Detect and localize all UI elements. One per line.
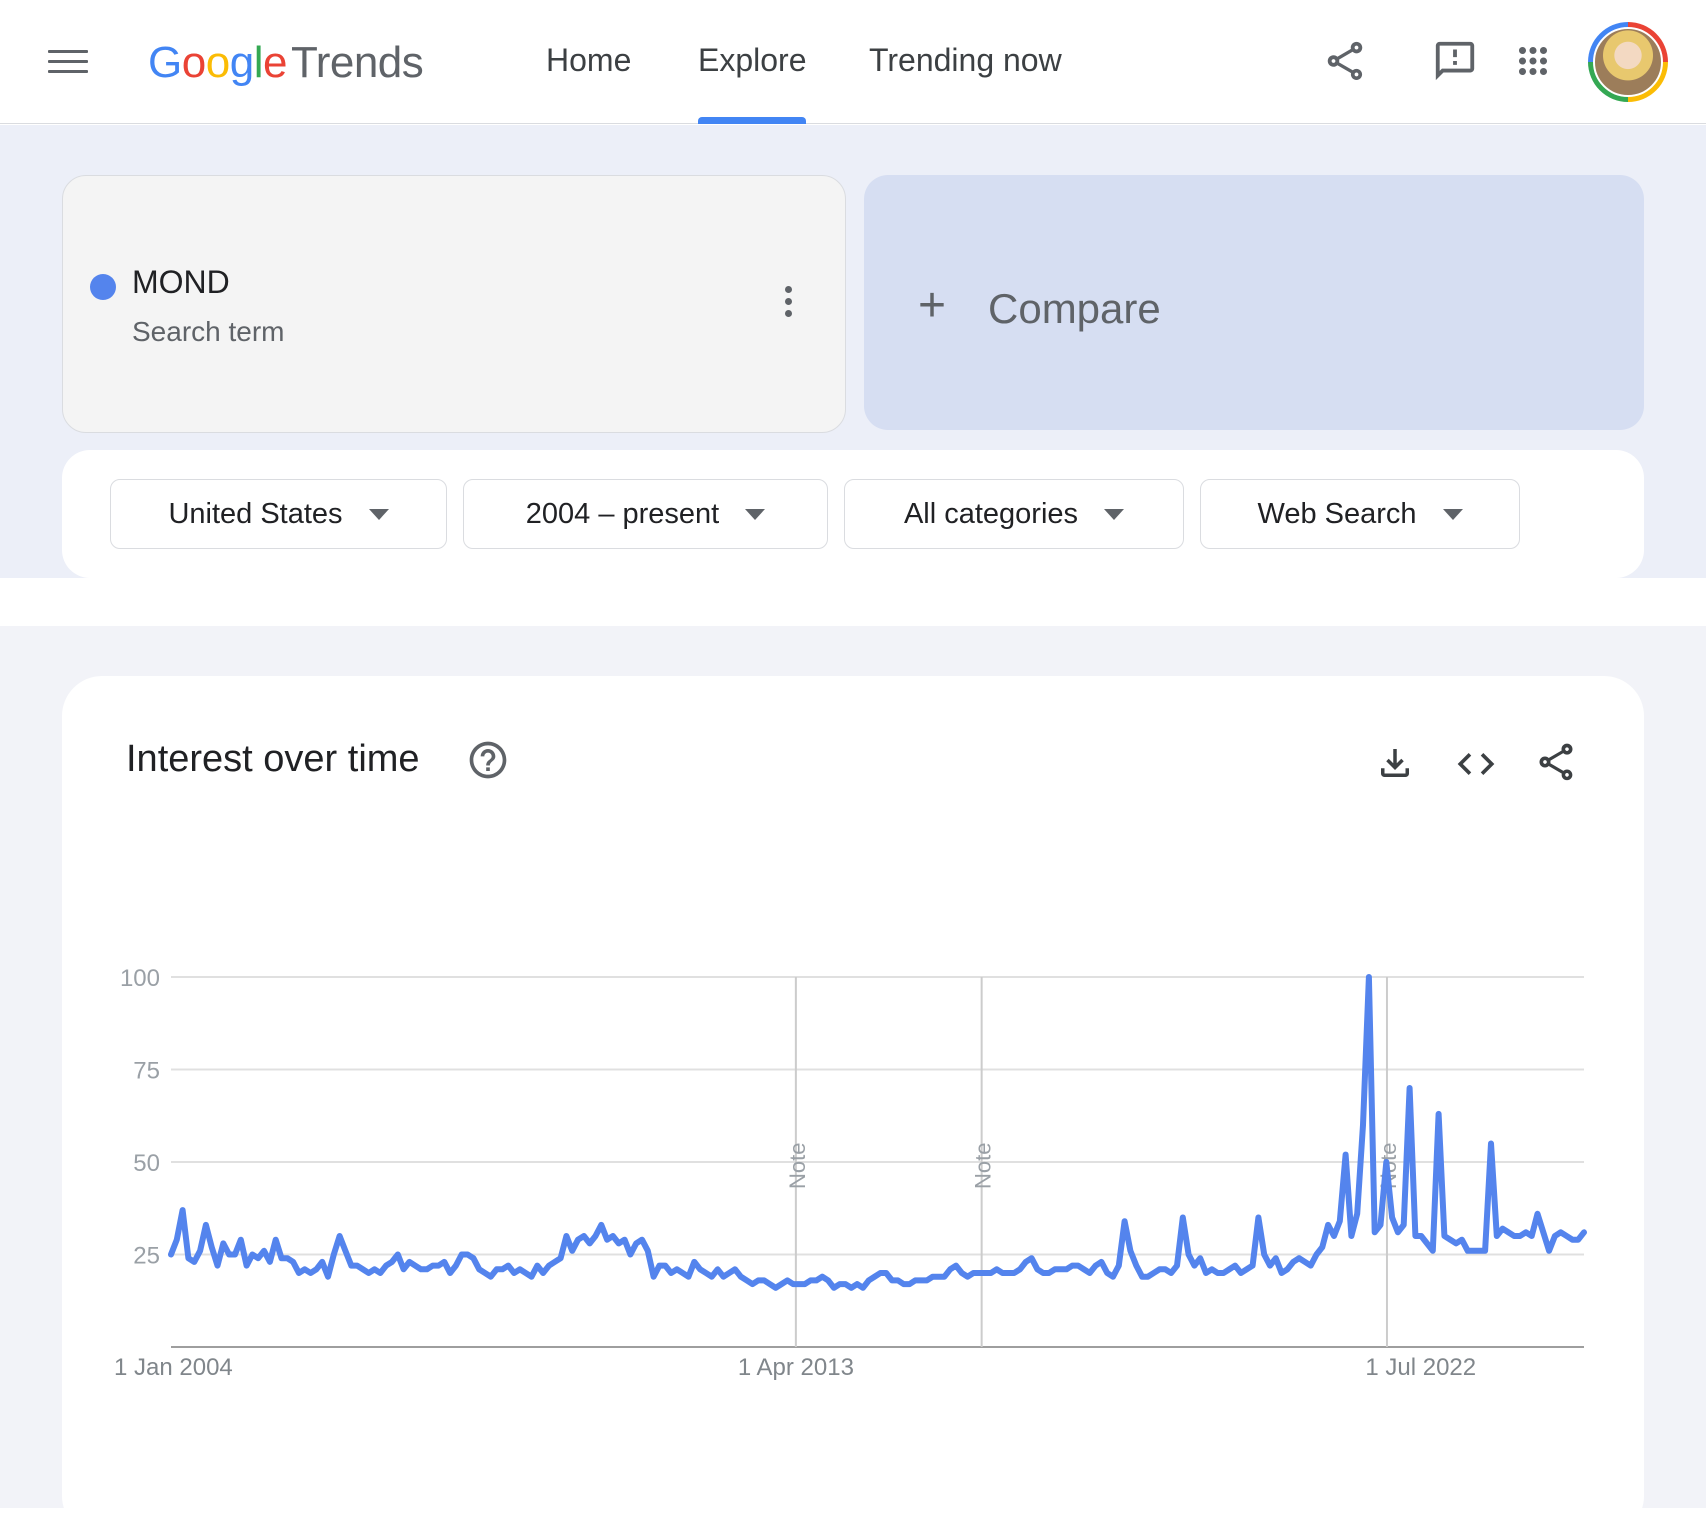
apps-grid-icon[interactable] [1512, 40, 1554, 87]
x-tick-label: 1 Jul 2022 [1365, 1354, 1476, 1381]
dropdown-arrow-icon [745, 508, 766, 520]
search-term-type: Search term [132, 316, 285, 347]
x-tick-label: 1 Apr 2013 [738, 1354, 854, 1381]
term-color-dot [90, 274, 116, 300]
logo-google-wordmark: Google [148, 38, 287, 87]
time-range-filter-dropdown[interactable]: 2004 – present [463, 479, 828, 549]
chart-title: Interest over time [126, 738, 420, 780]
menu-icon[interactable] [48, 50, 88, 78]
tab-home[interactable]: Home [546, 42, 632, 78]
y-tick-label: 50 [133, 1150, 160, 1177]
y-tick-label: 75 [133, 1058, 160, 1085]
time-range-filter-label: 2004 – present [525, 497, 720, 530]
share-icon[interactable] [1322, 38, 1368, 89]
y-tick-label: 25 [133, 1243, 160, 1270]
chart-share-icon[interactable] [1534, 740, 1578, 789]
active-tab-indicator [698, 117, 806, 124]
help-icon[interactable] [466, 738, 510, 787]
search-type-filter-label: Web Search [1257, 497, 1417, 530]
compare-label: Compare [988, 285, 1161, 332]
avatar-photo [1593, 27, 1663, 97]
dropdown-arrow-icon [1442, 508, 1463, 520]
account-avatar[interactable] [1588, 22, 1668, 102]
section-divider [0, 578, 1706, 626]
dropdown-arrow-icon [1104, 508, 1125, 520]
interest-over-time-card [62, 676, 1644, 1536]
y-tick-label: 100 [120, 965, 160, 992]
dropdown-arrow-icon [368, 508, 389, 520]
series-line-mond [168, 974, 1587, 1291]
add-icon: + [918, 279, 947, 332]
x-tick-label: 1 Jan 2004 [114, 1354, 233, 1381]
note-marker-label: Note [971, 1143, 996, 1189]
logo-trends-wordmark: Trends [290, 38, 424, 87]
tab-explore[interactable]: Explore [698, 42, 807, 78]
search-term-name[interactable]: MOND [132, 264, 230, 300]
feedback-icon[interactable] [1432, 38, 1478, 89]
compare-button[interactable] [864, 175, 1644, 430]
search-type-filter-dropdown[interactable]: Web Search [1200, 479, 1520, 549]
region-filter-dropdown[interactable]: United States [110, 479, 447, 549]
category-filter-label: All categories [903, 497, 1079, 530]
tab-trending-now[interactable]: Trending now [869, 42, 1062, 78]
more-vert-icon[interactable] [780, 286, 796, 322]
note-marker-label: Note [785, 1143, 810, 1189]
category-filter-dropdown[interactable]: All categories [844, 479, 1184, 549]
search-term-card[interactable] [62, 175, 846, 433]
region-filter-label: United States [168, 497, 343, 530]
top-app-bar [0, 0, 1706, 124]
embed-code-icon[interactable] [1454, 742, 1498, 791]
download-icon[interactable] [1374, 742, 1416, 789]
google-trends-logo[interactable]: GoogleTrends [148, 38, 424, 88]
